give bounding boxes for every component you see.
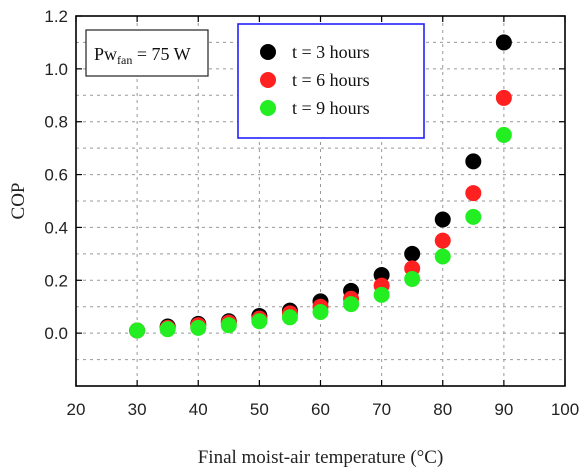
x-tick-label: 30 [128, 400, 147, 419]
y-tick-label: 1.2 [44, 7, 68, 26]
x-tick-label: 40 [189, 400, 208, 419]
point-series-3 [220, 317, 237, 334]
point-series-3 [373, 286, 390, 303]
annotation-prefix: Pw [94, 44, 117, 64]
legend-label-3: t = 9 hours [292, 98, 370, 118]
data-points [129, 34, 512, 339]
point-series-1 [434, 211, 451, 228]
point-series-3 [159, 321, 176, 338]
point-series-3 [434, 248, 451, 265]
x-tick-label: 60 [311, 400, 330, 419]
point-series-1 [465, 153, 482, 170]
point-series-3 [251, 313, 268, 330]
y-tick-label: 0.8 [44, 113, 68, 132]
legend-marker-2 [260, 72, 276, 88]
x-tick-label: 90 [494, 400, 513, 419]
point-series-2 [495, 89, 512, 106]
y-tick-label: 0.6 [44, 166, 68, 185]
point-series-3 [281, 309, 298, 326]
y-tick-label: 1.0 [44, 60, 68, 79]
y-tick-label: 0.2 [44, 271, 68, 290]
annotation-text: Pwfan = 75 W [94, 44, 191, 67]
x-tick-label: 70 [372, 400, 391, 419]
legend: t = 3 hours t = 6 hours t = 9 hours [237, 23, 425, 139]
y-axis-title: COP [8, 183, 29, 220]
point-series-2 [465, 185, 482, 202]
x-axis-title: Final moist-air temperature (°C) [198, 447, 444, 468]
legend-label-2: t = 6 hours [292, 70, 370, 90]
x-tick-label: 100 [551, 400, 579, 419]
point-series-3 [312, 304, 329, 320]
y-tick-label: 0.0 [44, 324, 68, 343]
legend-label-1: t = 3 hours [292, 42, 370, 62]
x-tick-label: 50 [250, 400, 269, 419]
axis-ticks: 20 30 40 50 60 70 80 90 100 0.0 0.2 0.4 0.6 0.8 1.0 1.2 [44, 7, 579, 419]
annotation-suffix: = 75 W [132, 44, 190, 64]
legend-marker-3 [260, 100, 276, 116]
y-tick-label: 0.4 [44, 218, 68, 237]
point-series-3 [190, 319, 207, 336]
point-series-3 [495, 126, 512, 143]
x-tick-label: 20 [67, 400, 86, 419]
point-series-3 [404, 270, 421, 287]
point-series-2 [434, 232, 451, 249]
point-series-1 [495, 34, 512, 51]
x-tick-label: 80 [433, 400, 452, 419]
point-series-3 [465, 208, 482, 225]
point-series-3 [343, 296, 360, 313]
point-series-1 [404, 245, 421, 262]
legend-marker-1 [260, 44, 276, 60]
plot-area-frame [75, 15, 566, 387]
annotation-subscript: fan [117, 53, 132, 67]
point-series-3 [129, 322, 146, 339]
annotation-box: Pwfan = 75 W [85, 29, 209, 77]
